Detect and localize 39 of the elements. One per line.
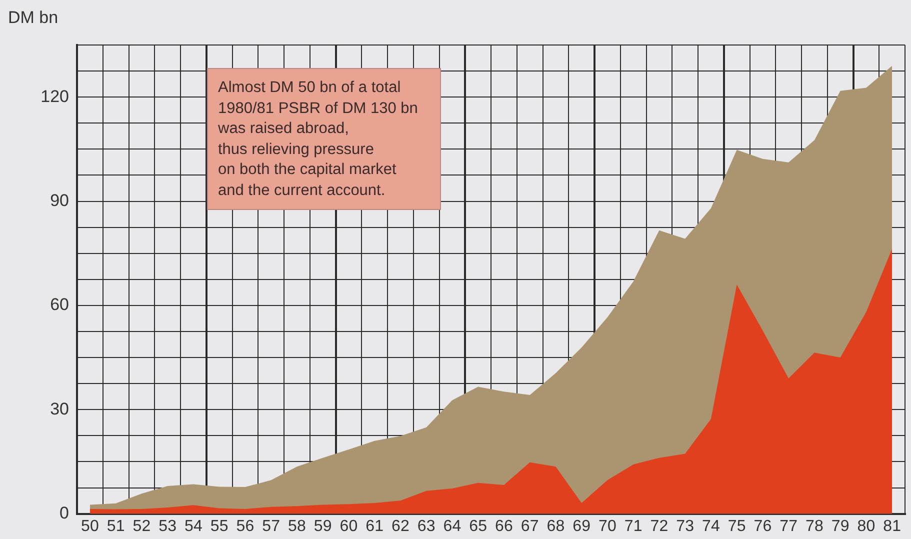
x-tick-label: 66 bbox=[495, 518, 513, 535]
x-tick-label: 52 bbox=[132, 518, 151, 535]
x-tick-label: 75 bbox=[728, 518, 746, 535]
x-tick-label: 53 bbox=[158, 518, 177, 535]
x-tick-label: 77 bbox=[780, 518, 798, 535]
y-axis-title: DM bn bbox=[8, 8, 58, 28]
x-tick-label: 63 bbox=[417, 518, 436, 535]
x-tick-label: 56 bbox=[236, 518, 254, 535]
x-tick-label: 60 bbox=[340, 518, 358, 535]
x-tick-label: 71 bbox=[624, 518, 642, 535]
y-tick-label: 60 bbox=[50, 295, 69, 314]
x-tick-label: 54 bbox=[184, 518, 202, 535]
x-tick-label: 50 bbox=[81, 518, 99, 535]
y-tick-label: 90 bbox=[50, 190, 69, 210]
x-tick-label: 68 bbox=[546, 518, 565, 535]
y-tick-label: 30 bbox=[50, 399, 69, 418]
x-tick-label: 74 bbox=[702, 518, 720, 535]
x-tick-label: 62 bbox=[392, 518, 410, 535]
x-tick-label: 78 bbox=[806, 518, 824, 535]
x-tick-label: 58 bbox=[288, 518, 306, 535]
x-tick-label: 72 bbox=[650, 518, 668, 535]
x-tick-label: 59 bbox=[314, 518, 332, 535]
annotation: Almost DM 50 bn of a total 1980/81 PSBR of DM 130 bn was raised abroad, thus relieving pressure on both the capital market and the current account. bbox=[207, 68, 441, 210]
x-tick-label: 65 bbox=[469, 518, 488, 535]
x-tick-label: 57 bbox=[262, 518, 280, 535]
x-tick-label: 79 bbox=[831, 518, 850, 535]
y-tick-label: 0 bbox=[60, 503, 69, 522]
x-tick-label: 67 bbox=[520, 518, 539, 535]
x-tick-label: 70 bbox=[598, 518, 616, 535]
x-tick-label: 69 bbox=[572, 518, 591, 535]
y-tick-label: 120 bbox=[40, 86, 69, 106]
x-tick-label: 73 bbox=[676, 518, 694, 535]
x-tick-label: 61 bbox=[366, 518, 384, 535]
x-tick-label: 76 bbox=[754, 518, 772, 535]
x-tick-label: 51 bbox=[106, 518, 125, 535]
x-tick-label: 81 bbox=[883, 518, 902, 535]
x-tick-label: 80 bbox=[857, 518, 876, 535]
x-tick-label: 64 bbox=[443, 518, 462, 535]
x-tick-label: 55 bbox=[210, 518, 228, 535]
